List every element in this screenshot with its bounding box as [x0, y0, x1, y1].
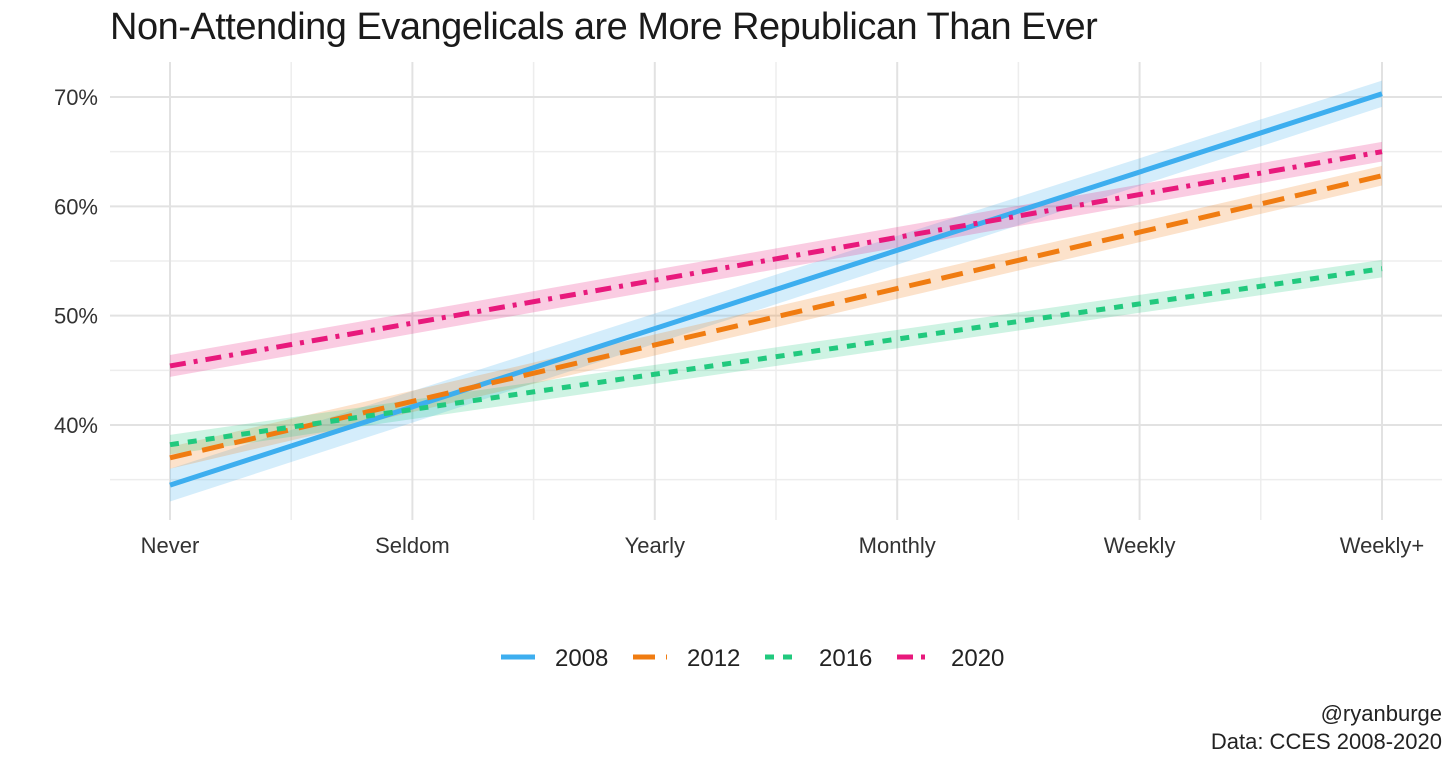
- series-line-2012: [169, 173, 1383, 461]
- x-tick-label: Monthly: [859, 533, 936, 558]
- x-tick-label: Weekly: [1104, 533, 1176, 558]
- x-tick-label: Weekly+: [1340, 533, 1425, 558]
- legend: 2008 2012 2016 2020: [501, 645, 1004, 672]
- confidence-band-2012: [170, 165, 1382, 469]
- x-tick-label: Never: [141, 533, 200, 558]
- y-tick-label: 50%: [54, 304, 98, 329]
- x-axis-labels: Never Seldom Yearly Monthly Weekly Weekly+: [141, 533, 1425, 558]
- y-tick-label: 60%: [54, 194, 98, 219]
- legend-label-2016: 2016: [819, 645, 872, 672]
- legend-label-2012: 2012: [687, 645, 740, 672]
- chart-title: Non-Attending Evangelicals are More Repu…: [110, 6, 1098, 48]
- caption-source: Data: CCES 2008-2020: [1210, 729, 1442, 754]
- series-line-2016: [169, 266, 1383, 448]
- y-axis-labels: 40% 50% 60% 70%: [54, 85, 98, 438]
- series-line-2020: [169, 149, 1383, 369]
- caption-handle: @ryanburge: [1320, 701, 1442, 726]
- legend-label-2008: 2008: [555, 645, 608, 672]
- x-tick-label: Yearly: [625, 533, 685, 558]
- series-lines: [169, 91, 1383, 488]
- y-tick-label: 40%: [54, 413, 98, 438]
- x-tick-label: Seldom: [375, 533, 450, 558]
- caption: @ryanburge Data: CCES 2008-2020: [1211, 700, 1442, 756]
- legend-label-2020: 2020: [951, 645, 1004, 672]
- y-tick-label: 70%: [54, 85, 98, 110]
- series-line-2008: [169, 91, 1383, 488]
